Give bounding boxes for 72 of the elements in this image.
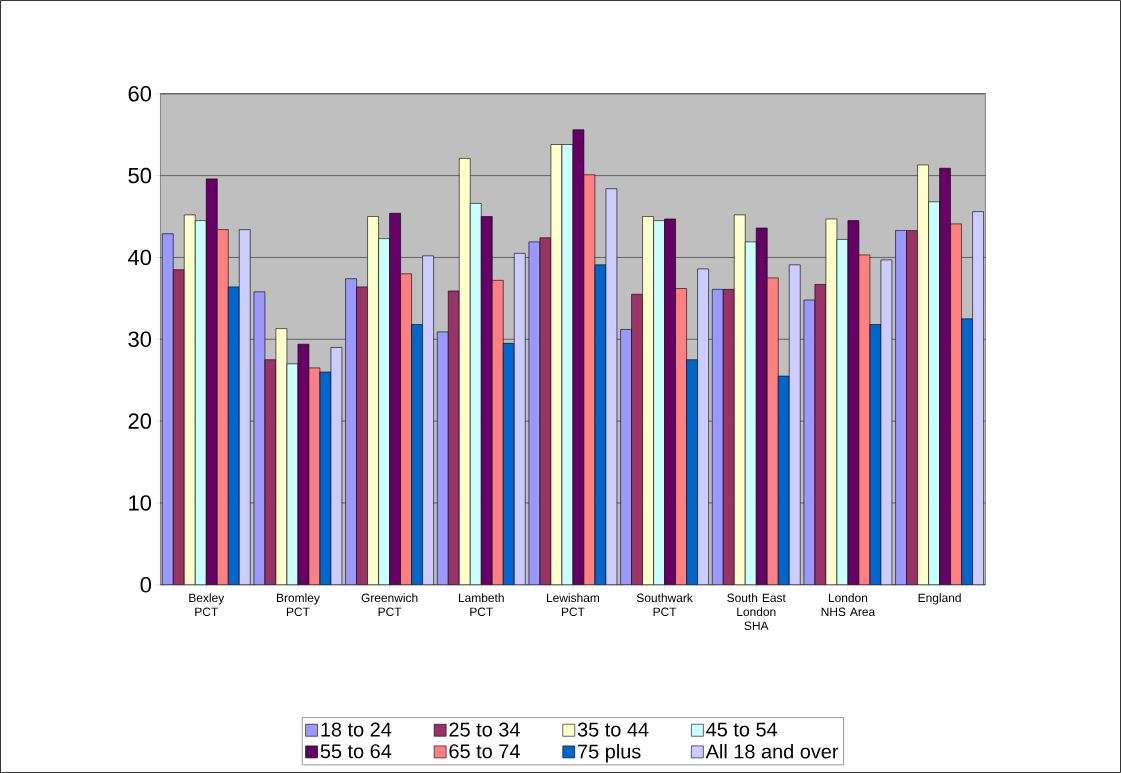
bar bbox=[950, 223, 962, 585]
y-tick-label: 60 bbox=[128, 86, 152, 102]
bar bbox=[939, 167, 951, 585]
x-tick-label: Bromley PCT bbox=[276, 593, 320, 617]
y-tick-label: 30 bbox=[128, 331, 152, 348]
legend-label: 65 to 74 bbox=[449, 744, 520, 759]
legend-label: 18 to 24 bbox=[321, 722, 392, 737]
bar bbox=[162, 233, 174, 585]
x-tick-label: Lewisham PCT bbox=[546, 593, 600, 617]
bar bbox=[422, 255, 434, 585]
bar bbox=[400, 273, 412, 585]
bar bbox=[711, 289, 724, 585]
bar bbox=[502, 343, 515, 585]
bar bbox=[788, 264, 801, 585]
bar bbox=[686, 359, 698, 585]
bar bbox=[228, 286, 240, 585]
bar bbox=[513, 253, 526, 585]
bar bbox=[972, 211, 984, 585]
bar bbox=[642, 216, 654, 585]
x-tick-label: South East London SHA bbox=[727, 593, 786, 630]
bar bbox=[184, 214, 196, 585]
bar bbox=[447, 290, 460, 585]
y-tick-label: 50 bbox=[128, 167, 152, 184]
legend-label: 55 to 64 bbox=[320, 744, 392, 759]
bar bbox=[217, 229, 229, 585]
bar bbox=[411, 324, 423, 585]
bar bbox=[239, 229, 251, 585]
x-tick-label: Lambeth PCT bbox=[458, 593, 504, 617]
bar bbox=[436, 331, 449, 585]
bar bbox=[356, 286, 368, 585]
bar bbox=[733, 214, 746, 585]
bar bbox=[906, 230, 918, 585]
bar bbox=[755, 227, 768, 585]
bar bbox=[173, 269, 185, 585]
bar bbox=[664, 218, 676, 585]
bar bbox=[469, 203, 482, 585]
bar bbox=[653, 220, 665, 585]
x-tick-label: Greenwich PCT bbox=[361, 593, 418, 617]
bar bbox=[620, 329, 632, 585]
bar bbox=[206, 178, 218, 585]
bar bbox=[389, 212, 401, 585]
y-tick-label: 20 bbox=[128, 413, 152, 429]
legend-label: All 18 and over bbox=[705, 743, 839, 759]
legend-label: 35 to 44 bbox=[577, 722, 649, 737]
bar bbox=[744, 241, 757, 585]
y-tick-label: 10 bbox=[129, 495, 152, 511]
bar bbox=[917, 164, 929, 585]
bar bbox=[491, 280, 504, 585]
bar bbox=[195, 220, 207, 585]
bar bbox=[480, 216, 493, 585]
bar bbox=[367, 216, 379, 585]
x-tick-label: London NHS Area bbox=[821, 593, 876, 617]
bar bbox=[722, 289, 735, 585]
bar bbox=[345, 278, 357, 585]
bar bbox=[675, 288, 687, 585]
x-tick-label: England bbox=[918, 593, 961, 605]
legend-label: 75 plus bbox=[578, 743, 641, 763]
bar bbox=[961, 318, 973, 585]
legend-label: 25 to 34 bbox=[449, 722, 520, 737]
y-tick-label: 0 bbox=[140, 577, 152, 593]
x-tick-label: Bexley PCT bbox=[189, 593, 225, 617]
y-tick-label: 40 bbox=[128, 249, 152, 266]
bar bbox=[697, 268, 709, 585]
bar bbox=[631, 293, 643, 585]
legend-label: 45 to 54 bbox=[706, 722, 778, 737]
bar bbox=[378, 238, 390, 585]
bar bbox=[766, 277, 779, 585]
bar bbox=[777, 375, 790, 585]
bar bbox=[458, 158, 471, 585]
x-tick-label: Southwark PCT bbox=[636, 593, 693, 617]
bar bbox=[928, 201, 940, 585]
bar bbox=[895, 230, 907, 585]
